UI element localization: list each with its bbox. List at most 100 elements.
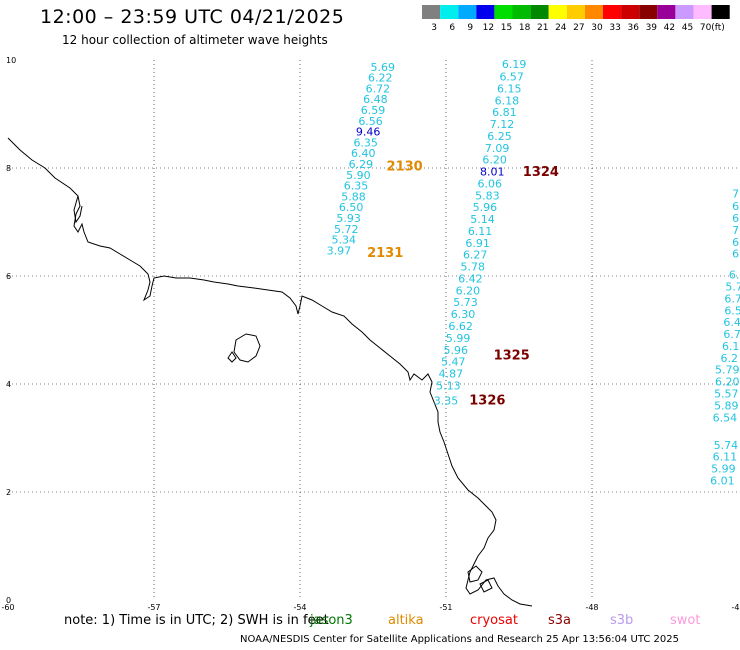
lat-lon-grid (8, 60, 738, 600)
x-tick-label: -48 (585, 603, 598, 612)
satellite-s3a: s3a (548, 613, 572, 628)
legend-swatch (476, 5, 495, 19)
legend-label: 24 (555, 23, 567, 33)
track-c: 7667666.5.76.76.56.46.76.16.25.796.205.5… (710, 188, 740, 488)
legend-label: 18 (519, 23, 531, 33)
coastline (7, 137, 533, 607)
wave-height-value: 5.88 (341, 190, 366, 203)
wave-height-value: 5.57 (714, 388, 739, 401)
wave-height-value: 5.7 (725, 281, 740, 294)
wave-height-value: 5.90 (346, 169, 371, 182)
y-tick-label: 0 (6, 596, 11, 605)
wave-height-value: 6.01 (710, 474, 735, 487)
units-note: note: 1) Time is in UTC; 2) SWH is in fe… (64, 613, 329, 628)
wave-height-value: 6.48 (363, 93, 388, 106)
wave-height-value: 6.72 (366, 82, 391, 95)
pass-time-label: 1325 (494, 349, 530, 364)
wave-height-value: 7 (732, 188, 739, 201)
legend-unit: (ft) (711, 23, 725, 33)
legend-swatch (693, 5, 712, 19)
wave-height-value: 5.96 (443, 344, 468, 357)
satellite-jason3: jason3 (310, 613, 353, 628)
legend-label: 42 (664, 23, 675, 33)
wave-height-value: 5.99 (711, 463, 736, 476)
y-tick-label: 6 (6, 272, 11, 281)
x-tick-label: -51 (439, 603, 452, 612)
credit-footer: NOAA/NESDIS Center for Satellite Applica… (240, 634, 679, 645)
wave-height-value: 6.35 (353, 136, 378, 149)
legend-label: 12 (483, 23, 494, 33)
wave-height-value: 5.72 (334, 223, 359, 236)
wave-height-value: 6.54 (713, 411, 738, 424)
wave-height-value: 6.06 (478, 177, 503, 190)
legend-swatch (458, 5, 477, 19)
legend-swatch (440, 5, 459, 19)
x-tick-label: -54 (293, 603, 306, 612)
wave-height-value: 6.18 (495, 94, 520, 107)
legend-label: 3 (431, 23, 437, 33)
island-small (227, 351, 237, 363)
wave-height-value: 6.25 (487, 130, 512, 143)
legend-label: 15 (501, 23, 512, 33)
wave-height-value: 6.35 (344, 180, 369, 193)
legend-swatch (711, 5, 730, 19)
wave-height-value: 5.96 (473, 201, 498, 214)
y-tick-label: 10 (6, 56, 16, 65)
track-b: 6.196.576.156.186.817.126.257.096.208.01… (434, 58, 559, 408)
wave-height-value: 6.81 (492, 106, 517, 119)
legend-swatch (584, 5, 603, 19)
legend-label: 39 (646, 23, 658, 33)
wave-height-value: 6.5 (724, 304, 740, 317)
wave-height-value: 6 (732, 212, 739, 225)
legend-swatch (494, 5, 513, 19)
legend-label: 27 (573, 23, 584, 33)
wave-height-value: 6.11 (468, 225, 493, 238)
legend-label: 36 (627, 23, 639, 33)
x-tick-label: -45 (731, 603, 740, 612)
legend-label: 45 (682, 23, 693, 33)
wave-height-value: 6.11 (713, 451, 738, 464)
legend-swatch (621, 5, 640, 19)
legend-swatch (512, 5, 531, 19)
legend-swatch (675, 5, 694, 19)
wave-height-value: 6.30 (451, 308, 476, 321)
wave-height-value: 3.35 (434, 395, 459, 408)
wave-height-value: 6 (732, 200, 739, 213)
wave-height-value: 6.7 (724, 292, 740, 305)
wave-height-value: 6.15 (497, 82, 522, 95)
river-mouth-west (73, 195, 83, 224)
wave-height-value: 7.12 (490, 118, 515, 131)
track-a: 5.696.226.726.486.596.569.466.356.406.29… (327, 61, 423, 261)
legend-label: 21 (537, 23, 548, 33)
wave-height-value: 5.83 (475, 189, 500, 202)
wave-height-value: 6.62 (448, 320, 473, 333)
south-america-coastline (7, 137, 533, 607)
wave-height-value: 5.89 (714, 399, 739, 412)
legend-label: 9 (467, 23, 473, 33)
wave-height-value: 5.34 (332, 234, 357, 247)
satellite-swot: swot (670, 613, 701, 628)
wave-height-value: 6.2 (720, 352, 738, 365)
wave-height-value: 6.57 (499, 71, 524, 84)
wave-height-value: 6.20 (482, 154, 507, 167)
wave-height-value: 6.42 (458, 272, 483, 285)
wave-height-value: 5.69 (370, 61, 395, 74)
satellite-cryosat: cryosat (470, 613, 518, 628)
legend-swatch (548, 5, 567, 19)
wave-height-value: 6.19 (502, 58, 527, 71)
wave-height-value: 6.20 (456, 284, 481, 297)
wave-height-value: 5.79 (715, 364, 740, 377)
legend-swatch (530, 5, 549, 19)
wave-height-value: 6 (732, 248, 739, 261)
axis-tick-labels: -60 -57 -54 -51 -48 -45 0 2 4 6 8 10 (1, 56, 740, 612)
wave-height-value: 5.78 (461, 261, 486, 274)
wave-height-value: 5.99 (446, 332, 471, 345)
legend-swatch (639, 5, 658, 19)
wave-height-value: 7.09 (485, 142, 510, 155)
map-subtitle: 12 hour collection of altimeter wave hei… (62, 33, 328, 47)
pass-time-label: 2131 (367, 246, 403, 261)
wave-height-value: 5.14 (470, 213, 495, 226)
wave-height-value: 6.7 (723, 328, 740, 341)
wave-height-value: 6.56 (358, 115, 383, 128)
wave-height-value: 3.97 (327, 244, 352, 257)
